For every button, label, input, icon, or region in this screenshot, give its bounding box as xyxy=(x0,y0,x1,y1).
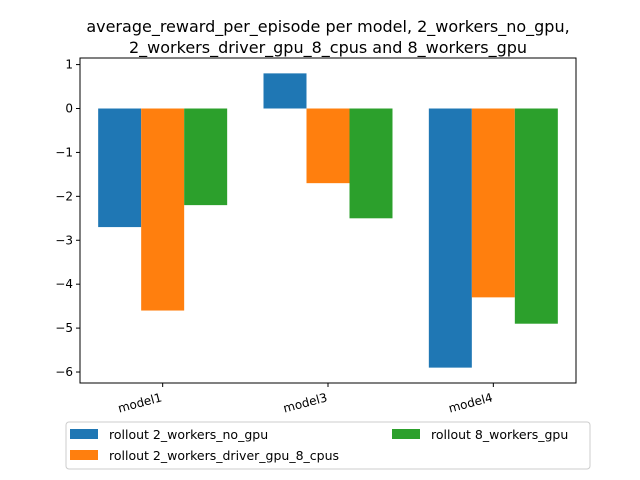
legend-swatch-3 xyxy=(392,429,420,439)
legend-box xyxy=(65,421,591,470)
y-tick-label: −6 xyxy=(55,365,73,379)
chart-title-line-1: average_reward_per_episode per model, 2_… xyxy=(86,17,569,37)
y-tick-label: 0 xyxy=(65,102,73,116)
legend-label-3: rollout 8_workers_gpu xyxy=(431,427,568,442)
plot-area: 1 0 −1 −2 −3 −4 −5 −6 model1 model3 model4 xyxy=(55,57,577,416)
y-tick-label: −5 xyxy=(55,321,73,335)
y-tick-label: −1 xyxy=(55,145,73,159)
y-tick-label: 1 xyxy=(65,58,73,72)
x-tick-label: model3 xyxy=(282,390,329,415)
legend-swatch-2 xyxy=(70,450,98,460)
x-tick-label: model4 xyxy=(447,390,494,415)
y-tick-label: −2 xyxy=(55,189,73,203)
chart-title-line-2: 2_workers_driver_gpu_8_cpus and 8_worker… xyxy=(129,38,527,58)
bar-model4-series-3 xyxy=(514,108,558,324)
bar-model1-series-3 xyxy=(184,108,228,206)
bar-model3-series-2 xyxy=(306,108,350,184)
bar-model3-series-1 xyxy=(263,73,307,109)
bar-model1-series-2 xyxy=(141,108,185,311)
bar-model1-series-1 xyxy=(98,108,142,228)
bar-model3-series-3 xyxy=(349,108,393,219)
y-tick-label: −4 xyxy=(55,277,73,291)
legend-label-2: rollout 2_workers_driver_gpu_8_cpus xyxy=(109,448,339,463)
y-tick-label: −3 xyxy=(55,233,73,247)
x-tick-label: model1 xyxy=(116,390,163,415)
bar-model4-series-1 xyxy=(428,108,472,368)
bar-model4-series-2 xyxy=(471,108,515,298)
legend-swatch-1 xyxy=(70,429,98,439)
legend-label-1: rollout 2_workers_no_gpu xyxy=(109,427,268,442)
